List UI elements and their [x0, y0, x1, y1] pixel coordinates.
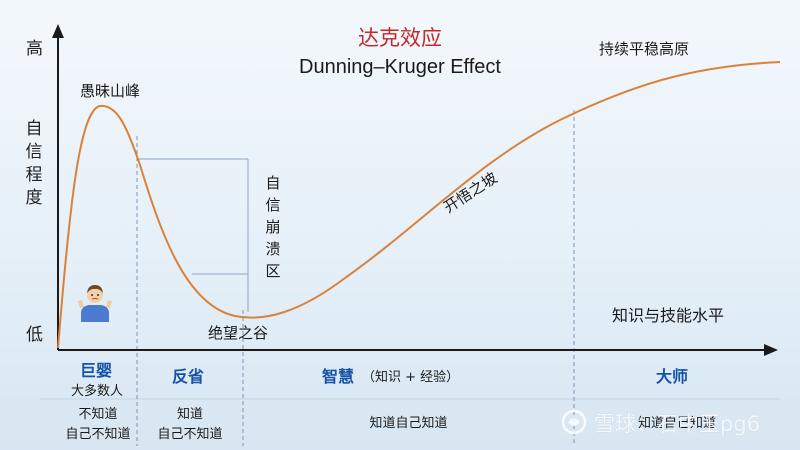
x-axis-label: 知识与技能水平: [612, 306, 725, 325]
knowledge-cell-1: 不知道 自己不知道: [58, 405, 138, 445]
y-axis-high-label: 高: [26, 39, 43, 59]
confidence-curve: [57, 61, 781, 349]
watermark-text: 雪球：石中玉pg6: [594, 412, 761, 436]
y-axis-label: 自信程度: [25, 119, 43, 208]
knowledge-cell-2: 知道 自己不知道: [137, 405, 243, 445]
y-axis-low-label: 低: [26, 325, 43, 345]
stage-sub-1: 大多数人: [71, 384, 124, 399]
annotation-peak: 愚昧山峰: [80, 82, 141, 100]
knowledge-line: 知道自己知道: [637, 416, 716, 431]
stage-label-2: 反省: [172, 367, 205, 386]
diagram-subtitle: Dunning–Kruger Effect: [299, 56, 501, 78]
annotation-collapse: 自信崩溃区: [265, 174, 281, 280]
y-axis-arrow-icon: [52, 24, 64, 38]
annotation-valley: 绝望之谷: [208, 324, 269, 342]
stage-label-4: 大师: [656, 367, 689, 386]
stage-label-3: 智慧: [322, 367, 355, 386]
x-axis-arrow-icon: [764, 344, 778, 356]
stage-sub-3: （知识 + 经验）: [362, 370, 460, 385]
shrugging-person-icon: [78, 282, 112, 322]
knowledge-line: 自己不知道: [157, 427, 223, 442]
knowledge-line: 自己不知道: [65, 427, 131, 442]
knowledge-cell-4: 知道自己知道: [574, 414, 780, 434]
annotation-plateau: 持续平稳高原: [599, 40, 690, 58]
knowledge-cell-3: 知道自己知道: [243, 414, 574, 434]
knowledge-line: 不知道: [78, 407, 118, 422]
knowledge-line: 知道: [176, 407, 203, 422]
snowball-logo-icon: [560, 408, 588, 436]
stage-label-1: 巨婴: [80, 361, 113, 380]
knowledge-line: 知道自己知道: [369, 416, 448, 431]
diagram-title: 达克效应: [358, 26, 442, 50]
